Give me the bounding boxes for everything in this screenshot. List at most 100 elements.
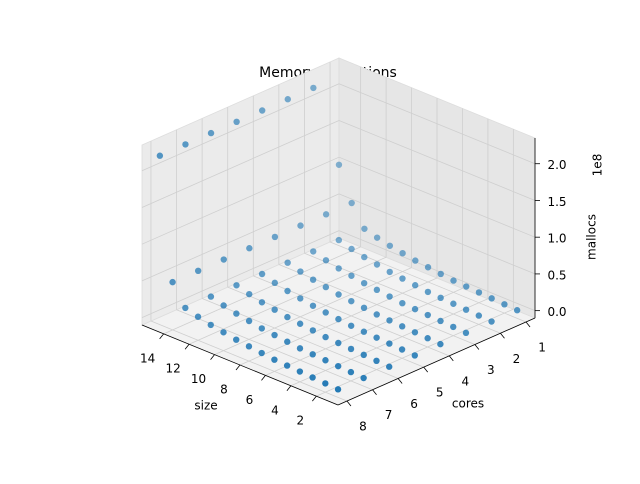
- point: [296, 345, 304, 352]
- y-tick: [372, 389, 377, 395]
- y-tick-label: 5: [436, 386, 444, 400]
- point: [424, 264, 432, 271]
- point: [437, 270, 444, 278]
- point: [207, 321, 214, 329]
- point: [437, 294, 444, 302]
- point: [284, 259, 291, 266]
- point: [399, 299, 406, 307]
- grid-line: [150, 320, 348, 402]
- x-tick-label: 4: [271, 403, 279, 417]
- point: [334, 386, 342, 393]
- point: [386, 317, 393, 324]
- point: [233, 336, 240, 343]
- point: [194, 313, 202, 320]
- z-offset-label: 1e8: [591, 154, 605, 177]
- point: [373, 234, 381, 241]
- x-tick-label: 6: [246, 393, 254, 407]
- y-tick-label: 8: [359, 420, 367, 434]
- point: [348, 199, 355, 207]
- point: [386, 340, 393, 347]
- point: [462, 306, 470, 313]
- point: [386, 363, 393, 370]
- point: [258, 349, 265, 357]
- point: [296, 320, 304, 327]
- point: [322, 257, 330, 264]
- grid-line: [338, 193, 536, 275]
- point: [437, 340, 444, 348]
- point: [296, 368, 304, 375]
- y-tick: [423, 366, 429, 373]
- y-axis-label: cores: [452, 397, 484, 411]
- point: [233, 118, 240, 126]
- y-tick-label: 2: [513, 352, 521, 366]
- point: [284, 287, 291, 295]
- point: [233, 310, 240, 317]
- point: [361, 253, 368, 261]
- x-tick-label: 8: [220, 383, 228, 397]
- point: [194, 267, 202, 275]
- point: [398, 346, 406, 353]
- point: [463, 283, 470, 290]
- y-tick: [525, 321, 531, 328]
- x-tick-label: 14: [140, 351, 155, 365]
- y-tick: [474, 344, 480, 350]
- point: [220, 256, 227, 263]
- point: [283, 362, 291, 369]
- point: [258, 270, 266, 278]
- point: [437, 317, 444, 325]
- x-axis-line: [141, 324, 339, 406]
- point: [207, 129, 215, 137]
- grid-line: [338, 83, 536, 165]
- point: [322, 283, 330, 291]
- point: [373, 334, 380, 341]
- point: [271, 279, 278, 287]
- point: [348, 245, 355, 253]
- point: [156, 152, 164, 159]
- point: [488, 295, 495, 302]
- point: [220, 329, 227, 336]
- point: [207, 293, 215, 300]
- point: [322, 357, 329, 364]
- point: [450, 300, 457, 307]
- point: [399, 275, 406, 282]
- point: [475, 312, 483, 319]
- z-tick-label: 0.5: [547, 268, 566, 282]
- point: [386, 293, 393, 300]
- point: [348, 297, 355, 305]
- point: [462, 329, 470, 337]
- point: [361, 225, 368, 232]
- x-tick-label: 12: [165, 362, 180, 376]
- y-tick: [397, 378, 403, 384]
- point: [347, 368, 355, 376]
- grid-line: [141, 120, 340, 208]
- point: [373, 311, 380, 318]
- point: [347, 345, 355, 353]
- point: [284, 338, 291, 345]
- y-tick: [448, 355, 454, 362]
- y-tick-label: 6: [410, 397, 418, 411]
- point: [182, 304, 189, 312]
- point: [399, 249, 406, 257]
- z-tick-label: 1.0: [547, 232, 566, 246]
- point: [335, 291, 342, 298]
- point: [348, 272, 355, 279]
- grid-line: [141, 156, 340, 245]
- point: [322, 380, 329, 387]
- point: [310, 248, 317, 255]
- grid-line: [338, 156, 536, 238]
- point: [220, 302, 227, 309]
- point: [373, 261, 381, 268]
- point: [284, 96, 291, 103]
- point: [335, 161, 343, 168]
- point: [309, 302, 317, 309]
- point: [360, 279, 368, 287]
- point: [258, 299, 266, 306]
- x-tick-label: 10: [191, 372, 206, 386]
- grid-line: [141, 193, 340, 282]
- point: [259, 107, 266, 114]
- point: [322, 333, 329, 341]
- y-tick-label: 7: [385, 408, 393, 422]
- point: [271, 233, 279, 241]
- y-tick-label: 1: [538, 340, 546, 354]
